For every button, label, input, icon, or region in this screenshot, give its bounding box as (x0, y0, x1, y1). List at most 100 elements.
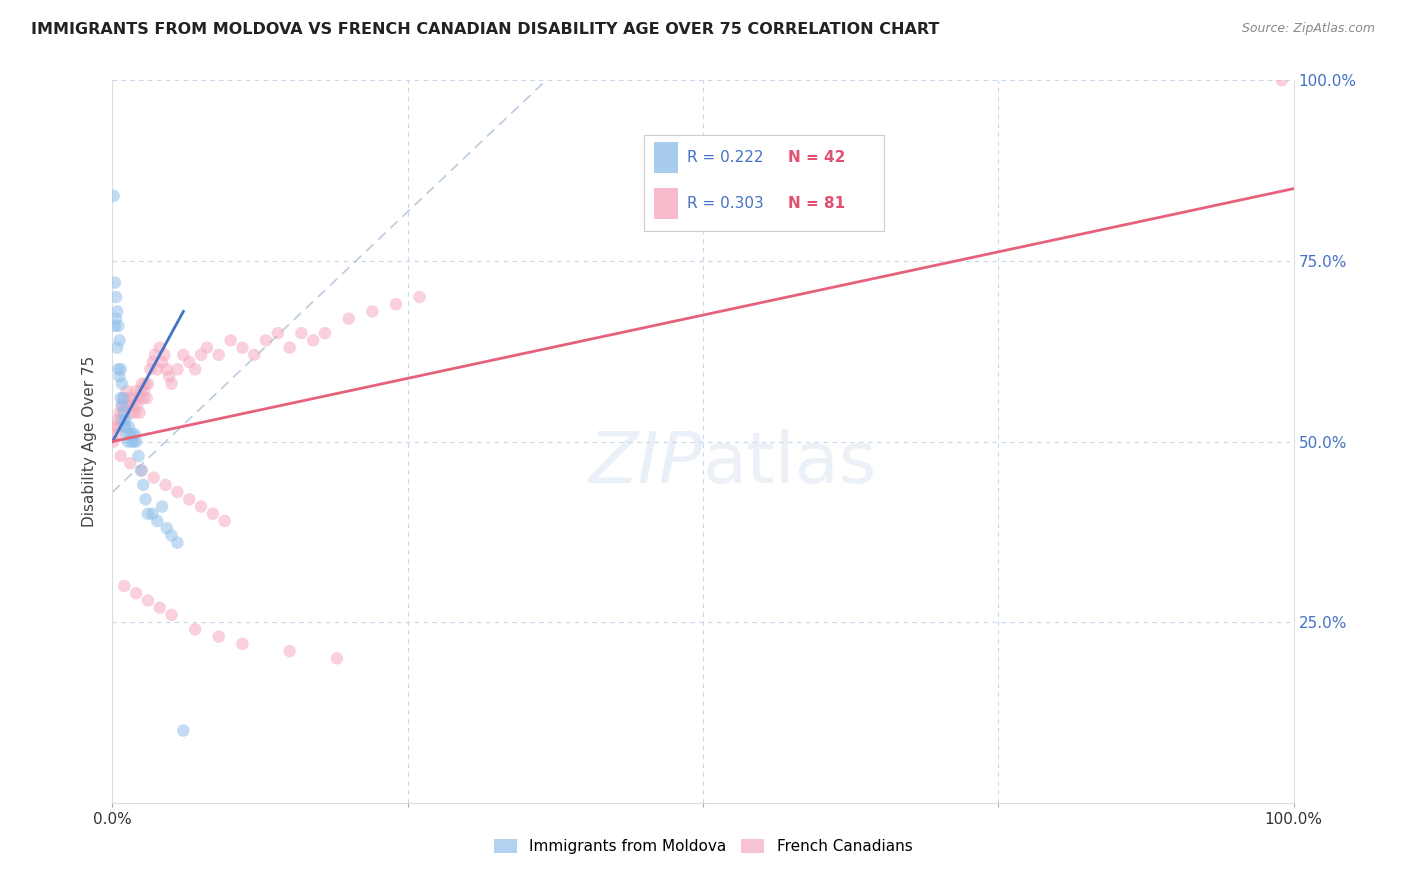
Point (114, 413, 136, 427)
Point (190, 348, 212, 362)
Point (179, 355, 201, 369)
Point (136, 376, 159, 391)
Point (122, 434, 145, 449)
Point (184, 623, 207, 637)
Text: ZIP: ZIP (589, 429, 703, 498)
Point (104, 318, 127, 333)
Point (122, 391, 145, 405)
Point (107, 318, 129, 333)
Point (132, 478, 155, 492)
Point (115, 427, 138, 442)
Point (108, 369, 131, 384)
Point (110, 391, 132, 405)
Point (337, 311, 360, 326)
Point (142, 355, 165, 369)
Legend: Immigrants from Moldova, French Canadians: Immigrants from Moldova, French Canadian… (488, 833, 918, 860)
Point (110, 449, 132, 463)
Point (124, 406, 146, 420)
Point (117, 434, 139, 449)
Point (160, 376, 183, 391)
Point (132, 391, 155, 405)
Point (208, 630, 231, 644)
Point (135, 391, 157, 405)
Point (361, 304, 384, 318)
Point (149, 341, 172, 355)
Point (142, 507, 165, 521)
Point (166, 362, 188, 376)
Point (139, 362, 162, 376)
Point (127, 398, 149, 412)
Point (326, 651, 349, 665)
Point (127, 391, 149, 405)
Point (190, 500, 212, 514)
Point (214, 514, 236, 528)
Point (110, 362, 132, 376)
Point (166, 485, 188, 500)
Point (117, 398, 139, 412)
Point (136, 593, 159, 607)
Point (172, 723, 194, 738)
Point (134, 384, 156, 398)
Point (129, 463, 152, 477)
Point (135, 376, 157, 391)
Point (110, 413, 132, 427)
Point (131, 463, 153, 477)
Point (1271, 73, 1294, 87)
Point (302, 334, 325, 348)
Point (184, 362, 207, 376)
Text: atlas: atlas (703, 429, 877, 498)
Point (114, 420, 136, 434)
Point (156, 521, 179, 535)
Point (120, 398, 142, 412)
Point (125, 384, 148, 398)
Bar (654, 188, 678, 219)
Point (142, 470, 165, 484)
Point (108, 334, 131, 348)
Point (115, 384, 138, 398)
Point (157, 369, 180, 384)
Text: N = 81: N = 81 (789, 196, 845, 211)
Point (105, 413, 128, 427)
Point (243, 348, 266, 362)
Point (107, 362, 129, 376)
Point (120, 427, 142, 442)
Point (103, 189, 125, 203)
Point (105, 341, 128, 355)
Point (195, 341, 218, 355)
Point (120, 456, 142, 470)
Point (112, 391, 135, 405)
Point (112, 413, 135, 427)
Bar (654, 142, 678, 173)
Point (219, 334, 242, 348)
Point (105, 311, 128, 326)
Point (127, 449, 149, 463)
Point (121, 398, 143, 412)
Point (136, 507, 159, 521)
Point (150, 500, 173, 514)
Y-axis label: Disability Age Over 75: Disability Age Over 75 (82, 356, 97, 527)
Text: N = 42: N = 42 (789, 150, 845, 165)
Point (129, 384, 152, 398)
Point (160, 528, 183, 542)
Point (155, 478, 177, 492)
Point (160, 607, 183, 622)
Point (290, 326, 312, 340)
Point (103, 434, 125, 449)
Point (149, 600, 172, 615)
Point (179, 492, 201, 507)
Point (121, 427, 143, 442)
Point (120, 434, 142, 449)
Point (146, 514, 169, 528)
Point (124, 427, 146, 442)
Point (112, 420, 135, 434)
Point (120, 406, 142, 420)
Point (111, 398, 134, 412)
Point (208, 348, 231, 362)
Point (153, 348, 176, 362)
Point (156, 362, 179, 376)
Point (135, 492, 157, 507)
Point (128, 406, 150, 420)
Point (166, 535, 188, 549)
Point (231, 637, 253, 651)
Point (111, 376, 134, 391)
